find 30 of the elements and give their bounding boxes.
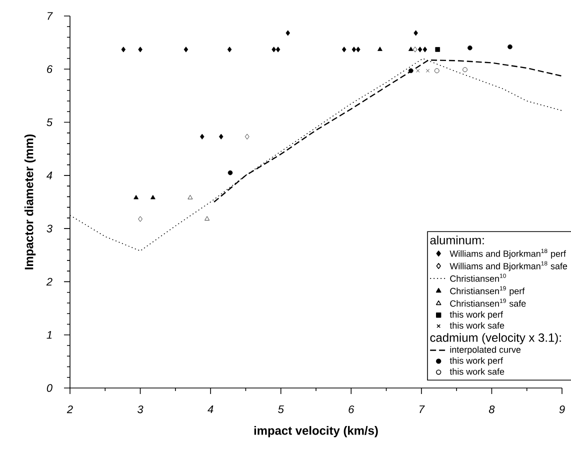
x-tick-label: 9	[559, 405, 565, 414]
legend-label: this work perf	[450, 357, 504, 366]
y-tick-label: 1	[46, 331, 52, 339]
legend-title: aluminum:	[430, 236, 484, 244]
legend-label: this work safe	[450, 322, 504, 329]
y-tick-label: 2	[46, 278, 52, 286]
y-tick-label: 3	[46, 224, 52, 232]
legend-label: Christiansen$^{19}$ perf	[450, 286, 525, 296]
x-tick-label: 5	[278, 405, 284, 414]
x-axis-title: impact velocity (km/s)	[254, 426, 378, 438]
legend-label: Christiansen$^{10}$	[450, 274, 506, 282]
legend-label: Christiansen$^{19}$ safe	[450, 298, 526, 307]
legend-label: interpolated curve	[450, 346, 521, 355]
x-tick-label: 7	[420, 405, 425, 414]
y-tick-label: 4	[46, 172, 52, 180]
y-tick-label: 7	[48, 12, 53, 20]
y-tick-label: 6	[47, 65, 53, 74]
legend-label: this work safe	[450, 368, 504, 375]
legend-label: Williams and Bjorkman$^{18}$ safe	[450, 261, 568, 272]
legend-label: Williams and Bjorkman$^{18}$ perf	[450, 248, 566, 259]
y-axis-title: Impactor diameter (mm)	[24, 134, 36, 270]
annotation: cadmium (velocity x 3.1):	[430, 333, 561, 344]
y-tick-label: 0	[46, 384, 52, 392]
x-tick-label: 8	[488, 405, 495, 414]
x-tick-label: 4	[208, 405, 214, 414]
y-tick-label: 5	[46, 118, 53, 126]
x-tick-label: 3	[137, 405, 144, 414]
x-tick-label: 6	[348, 405, 354, 414]
x-tick-label: 2	[66, 405, 73, 414]
legend-label: this work perf	[450, 311, 504, 320]
